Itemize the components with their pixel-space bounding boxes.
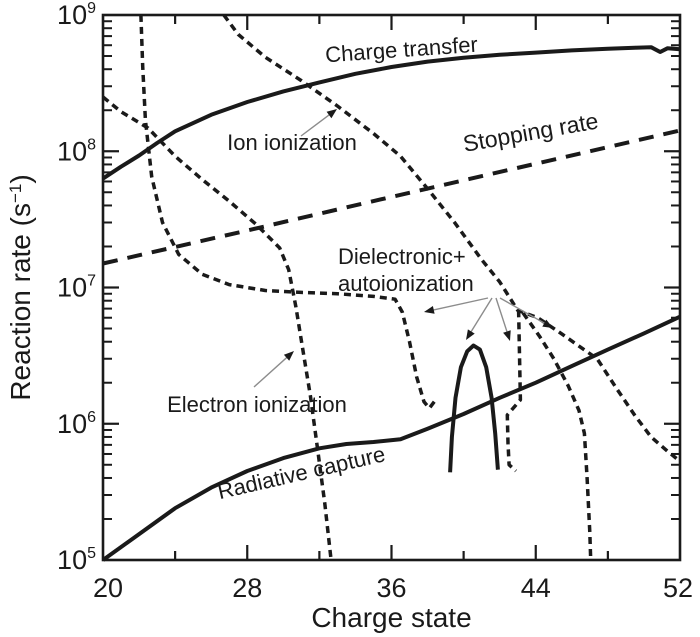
arrow-dielectronic-2-head xyxy=(466,329,475,340)
arrow-dielectronic-2-shaft xyxy=(469,297,493,335)
y-tick-label: 105 xyxy=(57,545,96,575)
y-axis-title: Reaction rate (s−1) xyxy=(5,174,36,400)
arrow-dielectronic-4-shaft xyxy=(499,297,548,326)
label-dielectronic-1: Dielectronic+ xyxy=(338,244,466,269)
label-dielectronic-2: autoionization xyxy=(338,271,474,296)
label-charge-transfer: Charge transfer xyxy=(324,32,478,68)
y-tick-label: 107 xyxy=(57,273,96,303)
curve-radiative-capture xyxy=(101,314,681,562)
curve-ion-ionization xyxy=(222,13,682,463)
y-tick-label: 108 xyxy=(57,136,96,166)
y-tick-label: 106 xyxy=(57,409,96,439)
arrow-dielectronic-1-head xyxy=(424,306,435,314)
arrow-dielectronic-3-shaft xyxy=(495,297,509,335)
arrow-dielectronic-1-shaft xyxy=(430,297,489,312)
curve-dielectronic-peak xyxy=(448,343,500,473)
arrow-electron-ionization-shaft xyxy=(253,355,290,388)
x-tick-label: 28 xyxy=(232,573,262,603)
label-ion-ionization: Ion ionization xyxy=(227,130,357,155)
curve-dielectronic-branch xyxy=(521,311,593,561)
arrow-electron-ionization-head xyxy=(283,351,294,361)
x-tick-label: 52 xyxy=(663,573,693,603)
curve-dielectronic-staircase xyxy=(505,310,523,473)
curve-ionization-plateau xyxy=(139,14,438,410)
curve-charge-transfer xyxy=(101,45,681,181)
x-axis-title: Charge state xyxy=(311,602,471,633)
arrow-dielectronic-3-head xyxy=(503,330,511,341)
arrow-ion-ionization-head xyxy=(326,109,337,119)
arrow-ion-ionization-shaft xyxy=(300,112,332,137)
arrow-dielectronic-4-head xyxy=(542,319,553,328)
x-tick-label: 20 xyxy=(93,573,123,603)
x-tick-label: 36 xyxy=(376,573,406,603)
label-stopping-rate: Stopping rate xyxy=(461,107,600,156)
curve-electron-ionization xyxy=(101,95,333,561)
x-tick-label: 44 xyxy=(521,573,551,603)
y-tick-label: 109 xyxy=(57,0,96,30)
label-electron-ionization: Electron ionization xyxy=(167,392,347,417)
